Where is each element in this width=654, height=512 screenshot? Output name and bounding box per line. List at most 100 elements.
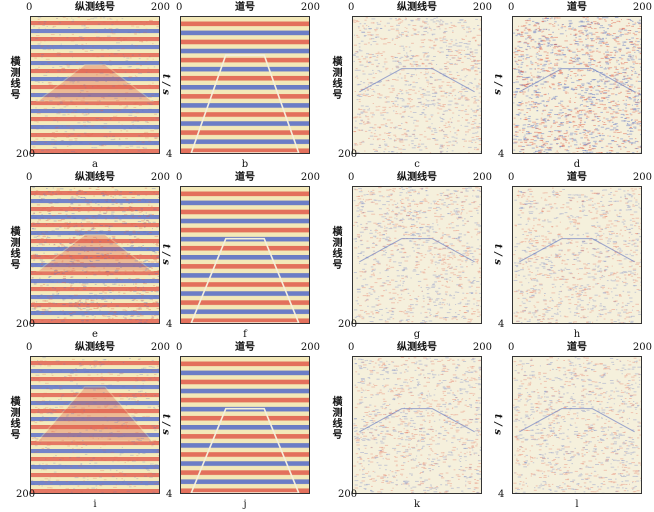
layer <box>181 107 309 113</box>
plot-area <box>352 16 482 154</box>
band <box>31 437 159 442</box>
tick-label-max: 200 <box>150 2 170 13</box>
band <box>31 93 159 98</box>
layer <box>181 241 309 247</box>
trapezoid-outline <box>190 407 300 493</box>
trapezoid-body <box>35 233 155 272</box>
layer <box>181 277 309 283</box>
panel-f: 道号 0 200 t / s 4 f <box>160 173 320 340</box>
band <box>31 37 159 42</box>
plot-image <box>31 357 159 493</box>
band <box>31 299 159 304</box>
tick-label-max: 200 <box>472 2 492 13</box>
band <box>31 389 159 394</box>
tick-label-bottom: 200 <box>16 319 36 330</box>
band <box>31 421 159 426</box>
layer <box>181 474 309 480</box>
plot-image <box>181 187 309 323</box>
band <box>31 187 159 192</box>
layer <box>181 402 309 408</box>
tick-label-time-max: 4 <box>498 489 505 500</box>
band <box>31 49 159 54</box>
layer <box>181 357 309 363</box>
trapezoid-outline <box>190 237 300 323</box>
noise-background <box>353 17 481 153</box>
band <box>31 433 159 438</box>
layer <box>181 388 309 394</box>
band <box>31 133 159 138</box>
noise-background <box>513 17 641 153</box>
plot-image <box>353 187 481 323</box>
band <box>31 219 159 224</box>
layer <box>181 17 309 23</box>
layer <box>181 209 309 215</box>
tick-label-time-max: 4 <box>166 149 173 160</box>
band <box>31 41 159 46</box>
layer <box>181 470 309 476</box>
layer <box>181 250 309 256</box>
band <box>31 405 159 410</box>
band <box>31 17 159 22</box>
band <box>31 215 159 220</box>
layer <box>181 227 309 233</box>
top-axis-title: 道号 <box>567 342 587 353</box>
band <box>31 267 159 272</box>
band <box>31 65 159 70</box>
layer <box>181 75 309 81</box>
panel-caption: h <box>573 329 581 340</box>
noise-texture <box>31 357 159 493</box>
top-axis-title: 道号 <box>567 2 587 13</box>
tick-label-max: 200 <box>300 342 320 353</box>
band <box>31 247 159 252</box>
layer <box>181 148 309 153</box>
band <box>31 481 159 486</box>
plot-image <box>31 187 159 323</box>
layer <box>181 434 309 440</box>
tick-label-zero: 0 <box>508 2 515 13</box>
layer <box>181 30 309 36</box>
layer <box>181 415 309 421</box>
band <box>31 473 159 478</box>
panel-caption: k <box>413 499 421 510</box>
layer <box>181 452 309 458</box>
band <box>31 33 159 38</box>
panel-caption: i <box>93 499 97 510</box>
trapezoid-body <box>36 386 154 442</box>
band <box>31 141 159 146</box>
noise-texture <box>513 17 641 153</box>
tick-label-time-max: 4 <box>498 319 505 330</box>
layer <box>181 48 309 54</box>
time-axis-title: t / s <box>160 414 171 435</box>
layer <box>181 103 309 109</box>
panel-caption: g <box>413 329 421 340</box>
band <box>31 89 159 94</box>
band <box>31 29 159 34</box>
band <box>31 453 159 458</box>
band <box>31 203 159 208</box>
band <box>31 53 159 58</box>
layer <box>181 300 309 306</box>
layer <box>181 255 309 261</box>
layer <box>181 366 309 372</box>
layer <box>181 26 309 32</box>
tick-label-zero: 0 <box>508 342 515 353</box>
layer <box>181 309 309 315</box>
panel-a: 纵测线号 0 200 横测线号 200 a <box>8 3 170 170</box>
top-axis-title: 道号 <box>235 172 255 183</box>
side-axis-title: 横测线号 <box>330 226 341 270</box>
panel-j: 道号 0 200 t / s 4 j <box>160 343 320 510</box>
band <box>31 311 159 316</box>
band <box>31 85 159 90</box>
band <box>31 429 159 434</box>
tick-label-bottom: 200 <box>16 489 36 500</box>
band <box>31 259 159 264</box>
layer <box>181 420 309 426</box>
layer <box>181 245 309 251</box>
side-axis-title: 横测线号 <box>8 396 19 440</box>
panel-caption: e <box>92 329 98 340</box>
band <box>31 57 159 62</box>
band <box>31 477 159 482</box>
tick-label-zero: 0 <box>26 342 33 353</box>
band <box>31 113 159 118</box>
band <box>31 195 159 200</box>
